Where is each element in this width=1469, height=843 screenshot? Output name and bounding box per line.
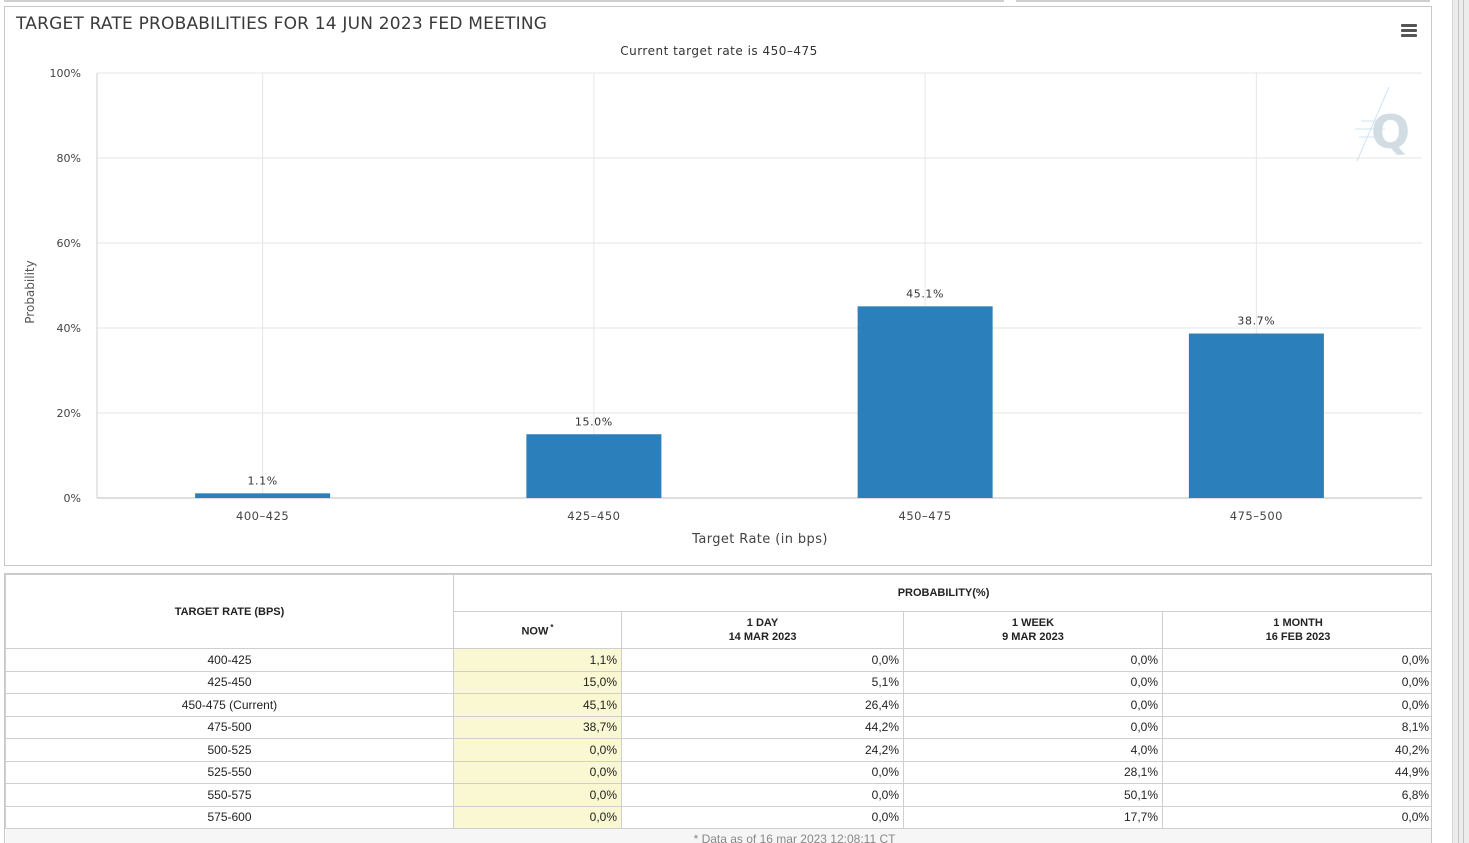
top-tab-border xyxy=(1016,0,1430,2)
table-footer-row: * Data as of 16 mar 2023 12:08:11 CT xyxy=(5,828,1431,843)
rate-cell: 500-525 xyxy=(5,738,454,762)
scrollbar[interactable] xyxy=(1452,0,1469,843)
rate-cell: 425-450 xyxy=(5,670,454,694)
x-axis-title: Target Rate (in bps) xyxy=(691,532,828,547)
x-tick-label: 475–500 xyxy=(1230,509,1283,523)
bar[interactable] xyxy=(195,493,331,498)
rate-cell: 475-500 xyxy=(5,715,454,739)
y-tick-label: 100% xyxy=(50,67,81,80)
now-star: * xyxy=(550,623,554,633)
now-cell: 0,0% xyxy=(453,760,622,784)
one-week-cell: 17,7% xyxy=(903,805,1163,829)
one-month-cell: 8,1% xyxy=(1161,715,1431,739)
rate-cell: 400-425 xyxy=(5,648,454,672)
one-week-date: 9 MAR 2023 xyxy=(1002,631,1064,643)
one-month-column-header: 1 MONTH 16 FEB 2023 xyxy=(1161,611,1431,649)
now-cell: 15,0% xyxy=(453,670,622,694)
one-day-cell: 44,2% xyxy=(621,715,904,739)
now-cell: 0,0% xyxy=(453,783,622,807)
bar-value-label: 15.0% xyxy=(575,415,613,428)
table-row: 400-425 1,1% 0,0% 0,0% 0,0% xyxy=(5,648,1431,672)
bar-value-label: 38.7% xyxy=(1237,315,1275,328)
quikstrike-q-logo: Q xyxy=(1355,86,1410,162)
y-tick-label: 80% xyxy=(57,152,81,165)
chart-subtitle: Current target rate is 450–475 xyxy=(620,44,818,58)
rate-column-header: TARGET RATE (BPS) xyxy=(5,574,454,649)
one-day-cell: 24,2% xyxy=(621,738,904,762)
table-row: 525-550 0,0% 0,0% 28,1% 44,9% xyxy=(5,760,1431,784)
one-month-cell: 0,0% xyxy=(1161,693,1431,717)
one-month-cell: 0,0% xyxy=(1161,648,1431,672)
probability-group-header: PROBABILITY(%) xyxy=(452,574,1431,612)
one-month-cell: 44,9% xyxy=(1161,760,1431,784)
one-week-cell: 4,0% xyxy=(903,738,1163,762)
probability-table-panel: TARGET RATE (BPS) PROBABILITY(%) NOW * 1 … xyxy=(4,573,1432,843)
one-week-cell: 0,0% xyxy=(903,648,1163,672)
one-day-cell: 26,4% xyxy=(621,693,904,717)
chart-title: TARGET RATE PROBABILITIES FOR 14 JUN 202… xyxy=(16,14,548,34)
table-row: 475-500 38,7% 44,2% 0,0% 8,1% xyxy=(5,715,1431,739)
one-month-label: 1 MONTH xyxy=(1273,617,1323,629)
now-cell: 45,1% xyxy=(453,693,622,717)
one-day-cell: 5,1% xyxy=(621,670,904,694)
bar-value-label: 45.1% xyxy=(906,287,944,300)
one-month-cell: 0,0% xyxy=(1161,670,1431,694)
one-day-date: 14 MAR 2023 xyxy=(728,631,797,643)
now-cell: 0,0% xyxy=(453,805,622,829)
y-tick-label: 40% xyxy=(57,322,81,335)
one-month-cell: 0,0% xyxy=(1161,805,1431,829)
table-row: 575-600 0,0% 0,0% 17,7% 0,0% xyxy=(5,805,1431,829)
one-week-cell: 0,0% xyxy=(903,693,1163,717)
rate-cell: 575-600 xyxy=(5,805,454,829)
table-row: 550-575 0,0% 0,0% 50,1% 6,8% xyxy=(5,783,1431,807)
now-cell: 38,7% xyxy=(453,715,622,739)
one-day-cell: 0,0% xyxy=(621,760,904,784)
y-tick-label: 60% xyxy=(57,237,81,250)
probability-table: TARGET RATE (BPS) PROBABILITY(%) NOW * 1 … xyxy=(5,574,1431,843)
one-week-cell: 0,0% xyxy=(903,670,1163,694)
table-row: 500-525 0,0% 24,2% 4,0% 40,2% xyxy=(5,738,1431,762)
rate-cell: 525-550 xyxy=(5,760,454,784)
rate-cell: 550-575 xyxy=(5,783,454,807)
y-tick-label: 20% xyxy=(57,407,81,420)
y-tick-label: 0% xyxy=(64,492,81,505)
one-day-cell: 0,0% xyxy=(621,648,904,672)
one-day-cell: 0,0% xyxy=(621,805,904,829)
hamburger-menu-icon[interactable] xyxy=(1399,23,1419,39)
one-week-cell: 0,0% xyxy=(903,715,1163,739)
data-timestamp-note: * Data as of 16 mar 2023 12:08:11 CT xyxy=(693,831,896,843)
x-tick-label: 425–450 xyxy=(567,509,620,523)
rate-cell: 450-475 (Current) xyxy=(5,693,454,717)
one-day-cell: 0,0% xyxy=(621,783,904,807)
svg-text:Q: Q xyxy=(1371,105,1410,159)
one-month-cell: 40,2% xyxy=(1161,738,1431,762)
bar[interactable] xyxy=(526,434,662,498)
one-day-label: 1 DAY xyxy=(746,617,779,629)
one-week-cell: 50,1% xyxy=(903,783,1163,807)
one-week-label: 1 WEEK xyxy=(1011,617,1055,629)
top-tab-border xyxy=(4,0,1004,2)
one-day-column-header: 1 DAY 14 MAR 2023 xyxy=(621,611,904,649)
one-month-cell: 6,8% xyxy=(1161,783,1431,807)
now-column-header: NOW * xyxy=(453,611,622,649)
table-row: 425-450 15,0% 5,1% 0,0% 0,0% xyxy=(5,670,1431,694)
bar[interactable] xyxy=(1188,333,1324,498)
now-label: NOW xyxy=(521,625,549,638)
x-tick-label: 450–475 xyxy=(899,509,952,523)
bar-value-label: 1.1% xyxy=(247,474,277,487)
probability-bar-chart: Q 0% 20% 40% 60% 80% 100% 1.1% 400–425 15.0% 425–… xyxy=(23,67,1422,547)
one-week-cell: 28,1% xyxy=(903,760,1163,784)
x-tick-label: 400–425 xyxy=(236,509,289,523)
table-row: 450-475 (Current) 45,1% 26,4% 0,0% 0,0% xyxy=(5,693,1431,717)
one-month-date: 16 FEB 2023 xyxy=(1265,631,1331,643)
y-axis-title: Probability xyxy=(23,260,37,323)
bar[interactable] xyxy=(857,306,993,498)
now-cell: 1,1% xyxy=(453,648,622,672)
now-cell: 0,0% xyxy=(453,738,622,762)
one-week-column-header: 1 WEEK 9 MAR 2023 xyxy=(903,611,1163,649)
chart-panel: Q 0% 20% 40% 60% 80% 100% 1.1% 400–425 15.0% 425–… xyxy=(4,6,1432,566)
